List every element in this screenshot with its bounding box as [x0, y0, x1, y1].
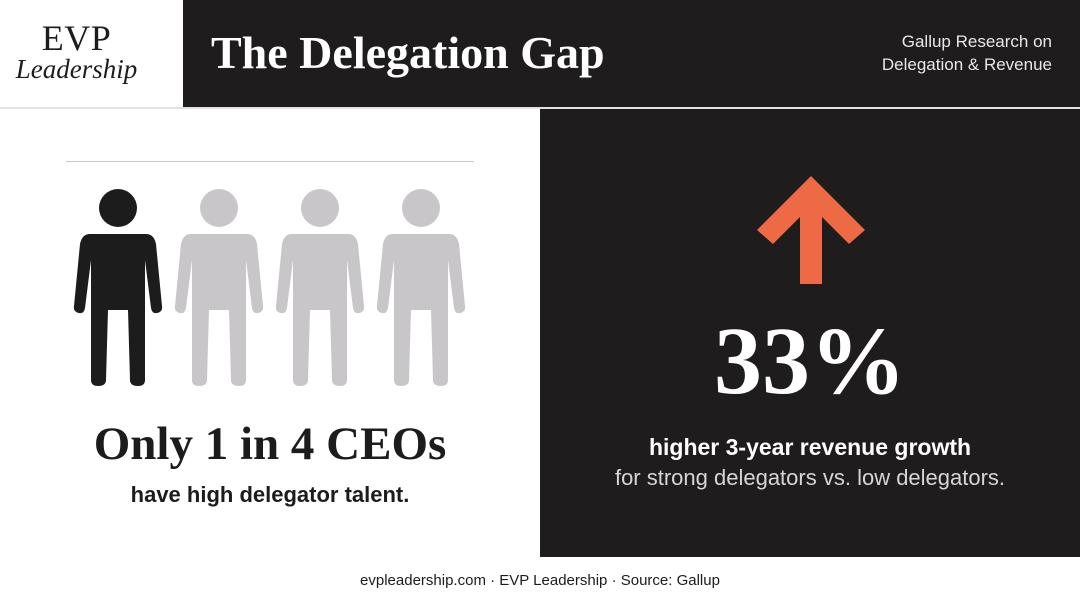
subtitle-line-1: Gallup Research on — [901, 32, 1052, 51]
person-icon — [174, 189, 264, 386]
people-pictogram — [70, 188, 470, 390]
revenue-stat-panel: 33% higher 3-year revenue growth for str… — [540, 109, 1080, 557]
person-icon — [275, 189, 365, 386]
ceo-stat-headline: Only 1 in 4 CEOs — [93, 418, 447, 470]
page-title: The Delegation Gap — [211, 27, 605, 78]
logo: EVP Leadership — [0, 0, 183, 107]
revenue-stat-caption-bold: higher 3-year revenue growth — [648, 434, 972, 460]
person-icon — [376, 189, 466, 386]
footer-source: evpleadership.com · EVP Leadership · Sou… — [360, 572, 720, 589]
page-subtitle: Gallup Research on Delegation & Revenue — [882, 30, 1052, 76]
left-panel-divider — [66, 161, 474, 162]
header-bar: EVP Leadership The Delegation Gap Gallup… — [0, 0, 1080, 107]
person-icon-highlighted — [73, 189, 163, 386]
ceo-stat-caption: have high delegator talent. — [130, 482, 410, 507]
revenue-stat-caption: for strong delegators vs. low delegators… — [614, 465, 1006, 490]
up-arrow-icon — [757, 176, 865, 284]
logo-evp-text: EVP — [41, 18, 112, 58]
revenue-percent: 33% — [714, 307, 906, 414]
header-divider — [0, 107, 1080, 109]
logo-leadership-text: Leadership — [15, 54, 138, 84]
subtitle-line-2: Delegation & Revenue — [881, 55, 1052, 74]
people-icons — [73, 189, 466, 386]
